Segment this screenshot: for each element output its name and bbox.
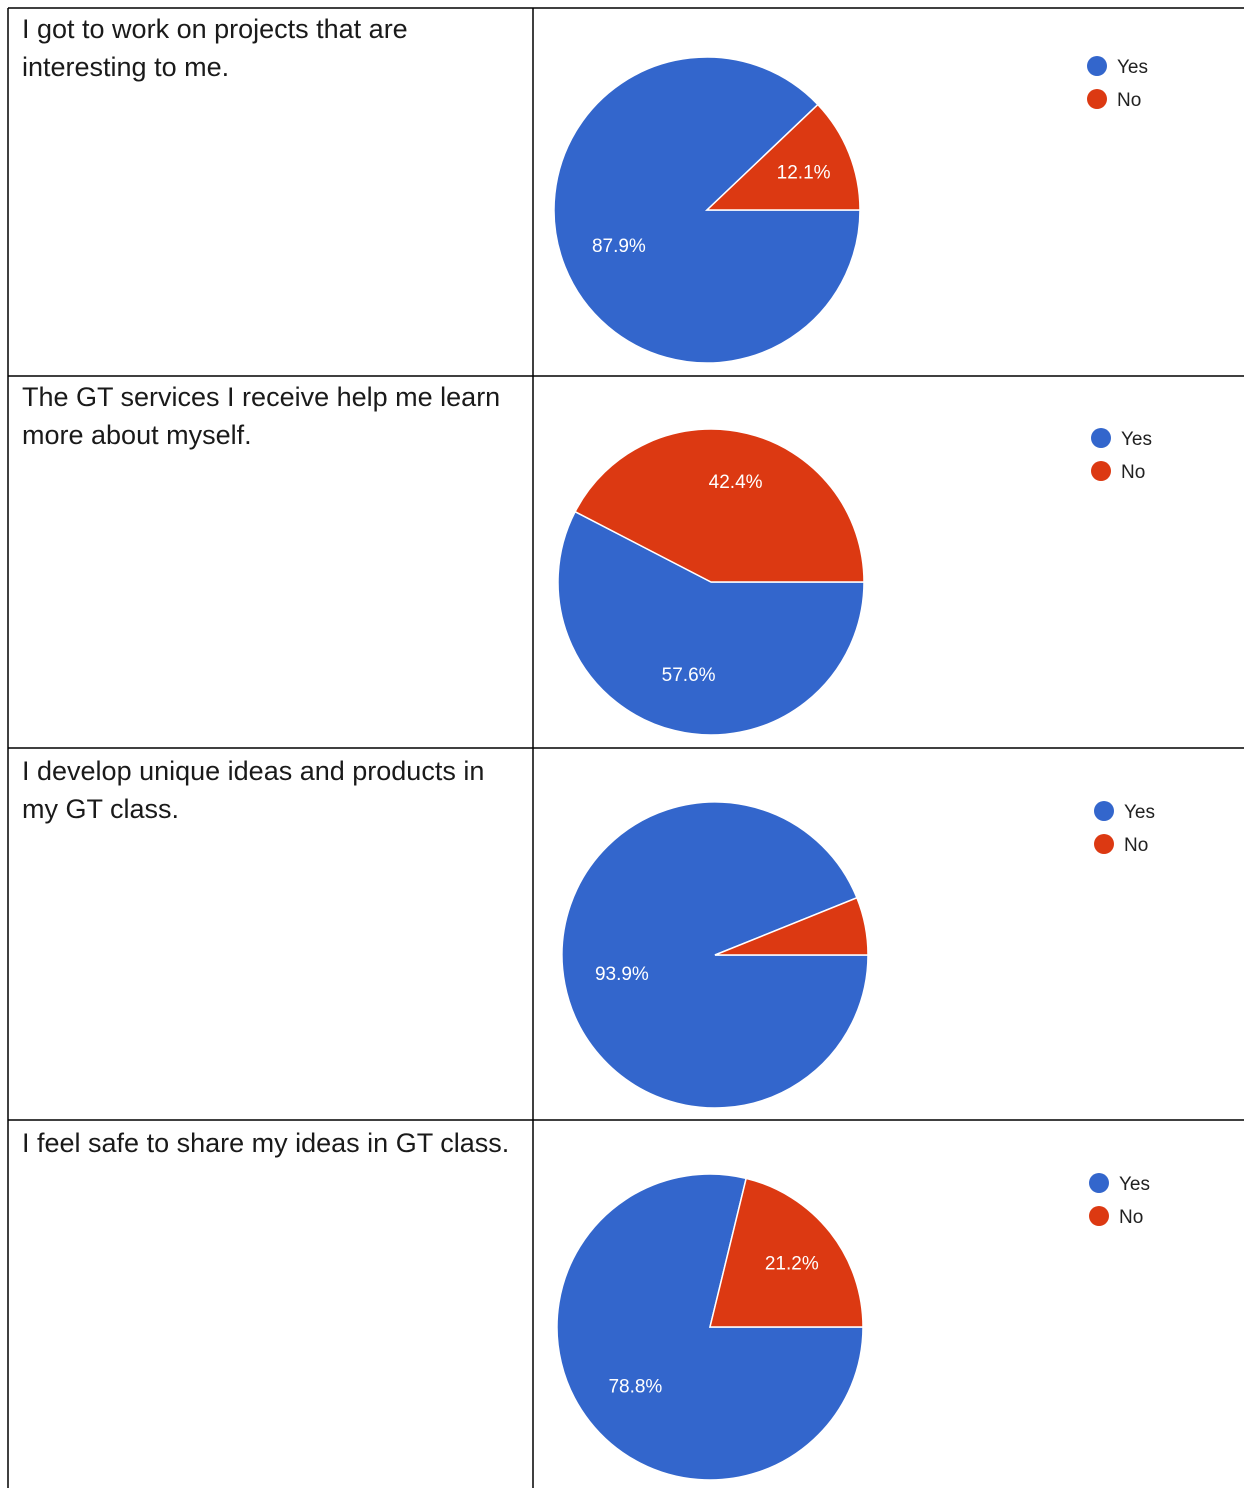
legend-marker-yes	[1094, 801, 1114, 821]
question-text-4: I feel safe to share my ideas in GT clas…	[22, 1128, 510, 1158]
legend-label-yes: Yes	[1124, 802, 1155, 823]
legend-marker-yes	[1087, 56, 1107, 76]
legend-label-yes: Yes	[1121, 429, 1152, 450]
pie-chart-1: 87.9% 12.1% Yes No	[553, 56, 1148, 364]
pie-slice-no	[714, 896, 869, 956]
pie-chart-4: 78.8% 21.2% Yes No	[556, 1173, 1150, 1481]
legend-label-no: No	[1117, 90, 1141, 111]
slice-data-label: 57.6%	[662, 665, 716, 686]
legend-marker-no	[1091, 461, 1111, 481]
pie-chart-3: 93.9% Yes No	[561, 801, 1155, 1109]
legend-marker-no	[1094, 834, 1114, 854]
legend-marker-no	[1087, 89, 1107, 109]
slice-data-label: 21.2%	[765, 1254, 819, 1275]
slice-data-label: 42.4%	[709, 472, 763, 493]
question-text-2: The GT services I receive help me learn …	[22, 382, 501, 450]
slice-data-label: 12.1%	[777, 162, 831, 183]
legend-label-no: No	[1119, 1207, 1143, 1228]
slice-data-label: 87.9%	[592, 236, 646, 257]
legend-marker-yes	[1089, 1173, 1109, 1193]
legend-marker-no	[1089, 1206, 1109, 1226]
pie-slice-no	[705, 103, 861, 211]
pie-slice-no	[709, 1177, 864, 1328]
slice-data-label: 78.8%	[608, 1377, 662, 1398]
legend-marker-yes	[1091, 428, 1111, 448]
question-text-1: I got to work on projects that are inter…	[22, 14, 408, 82]
legend-label-no: No	[1124, 835, 1148, 856]
pie-slice-yes	[553, 56, 861, 364]
pie-slice-no	[574, 428, 865, 583]
pie-slice-yes	[557, 510, 865, 736]
legend-label-no: No	[1121, 462, 1145, 483]
question-text-3: I develop unique ideas and products in m…	[22, 756, 485, 824]
pie-chart-2: 57.6% 42.4% Yes No	[557, 428, 1152, 736]
slice-data-label: 93.9%	[595, 964, 649, 985]
legend-label-yes: Yes	[1119, 1174, 1150, 1195]
legend-label-yes: Yes	[1117, 57, 1148, 78]
